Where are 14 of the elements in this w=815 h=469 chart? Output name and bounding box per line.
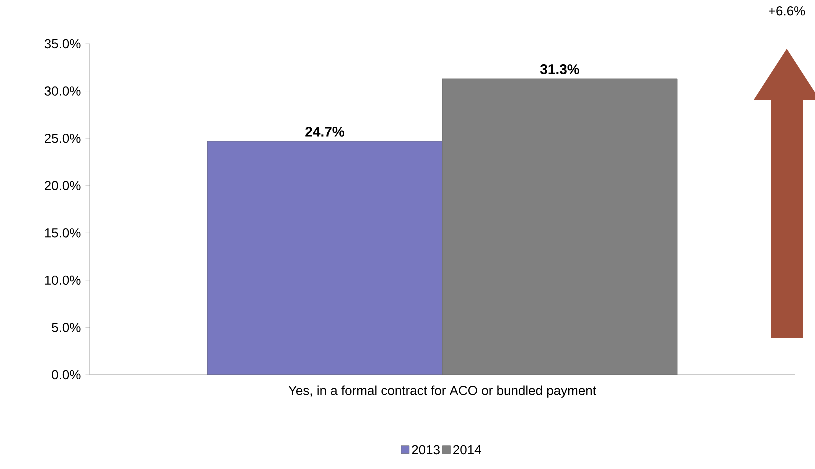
data-label: 31.3% [540,64,580,74]
text: +6.6% [769,6,806,16]
y-tick-label: 5.0% [52,323,81,332]
y-tick-label: 25.0% [45,134,81,144]
legend-label: 2014 [454,445,482,455]
y-tick-label: 10.0% [45,276,81,286]
y-tick-label: 30.0% [44,86,81,96]
y-tick-label: 0.0% [52,370,81,380]
data-label: 24.7% [306,126,344,137]
y-tick-label: 20.0% [45,181,81,190]
y-tick-label: 15.0% [45,228,81,238]
legend-label: 2013 [412,445,440,455]
y-tick-label: 35.0% [44,39,81,49]
x-tick-label: Yes, in a formal contract for ACO or bundled payment [288,386,596,398]
